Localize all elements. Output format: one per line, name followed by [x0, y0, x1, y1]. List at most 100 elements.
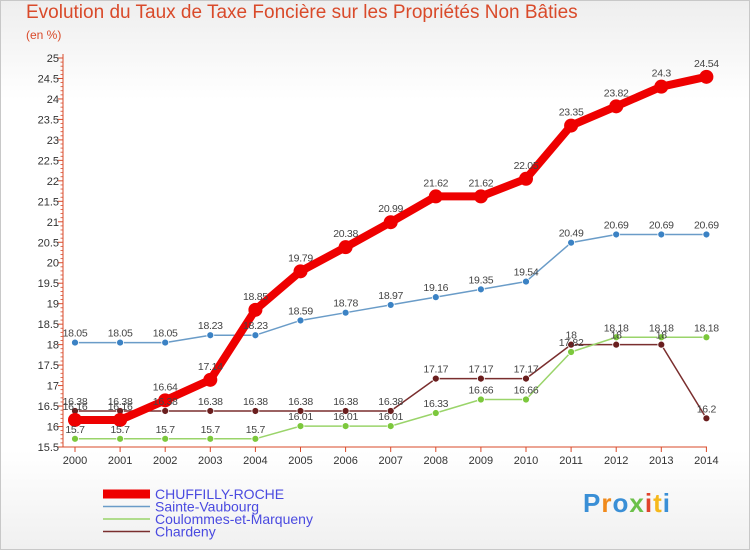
legend-item: Chardeny [103, 524, 216, 540]
data-point [702, 230, 711, 239]
logo-letter: i [644, 488, 654, 518]
data-point [386, 301, 395, 309]
data-label: 18.85 [243, 291, 268, 303]
data-point [296, 407, 305, 415]
data-point [206, 434, 215, 443]
legend-item: Sainte-Vaubourg [103, 499, 259, 515]
data-point [296, 422, 305, 431]
data-label: 23.82 [604, 87, 629, 99]
data-label: 16.64 [153, 381, 178, 393]
data-point [341, 422, 350, 431]
data-point [702, 333, 711, 342]
data-point [431, 409, 440, 417]
data-label: 20.38 [333, 228, 358, 240]
data-label: 16.38 [333, 396, 358, 408]
data-point [203, 372, 218, 387]
data-label: 19.79 [288, 252, 313, 264]
point-labels-layer: 16.16 16.16 16.64 17.14 18.85 19.79 20.38 20.99… [63, 58, 720, 436]
data-label: 20.69 [694, 219, 719, 231]
x-tick-label: 2008 [424, 455, 448, 467]
data-label: 18.78 [333, 298, 358, 310]
legend-label: Sainte-Vaubourg [155, 499, 259, 515]
data-point [428, 189, 443, 204]
data-point [473, 189, 488, 204]
series-line [71, 72, 711, 424]
y-tick-label: 19 [47, 299, 59, 311]
data-label: 16.38 [378, 396, 403, 408]
y-tick-label: 20 [47, 258, 59, 270]
y-tick-label: 15.5 [38, 442, 59, 454]
y-tick-label: 17 [47, 381, 59, 393]
data-label: 18.05 [108, 328, 133, 340]
data-label: 20.99 [378, 203, 403, 215]
data-label: 17.17 [469, 364, 494, 376]
data-point [476, 374, 485, 383]
data-label: 16.01 [288, 411, 313, 423]
data-label: 16.66 [514, 385, 539, 397]
data-point [657, 230, 666, 239]
data-point [386, 422, 395, 431]
data-label: 20.69 [649, 219, 674, 231]
data-label: 18 [656, 330, 668, 342]
data-point [251, 434, 260, 443]
data-point [654, 79, 669, 94]
data-label: 20.69 [604, 219, 629, 231]
y-tick-label: 25 [47, 53, 59, 65]
data-label: 16.66 [469, 385, 494, 397]
data-label: 15.7 [246, 424, 266, 436]
data-label: 19.35 [469, 274, 494, 286]
data-point [612, 340, 621, 349]
proxiti-logo: Proxiti [583, 488, 671, 519]
data-label: 15.7 [65, 424, 85, 436]
data-point [158, 393, 173, 408]
data-point [206, 407, 215, 415]
data-label: 22.05 [514, 160, 539, 172]
y-tick-label: 18 [47, 340, 59, 352]
data-label: 21.62 [423, 177, 448, 189]
legend-label: Chardeny [155, 524, 216, 540]
legend-item: CHUFFILLY-ROCHE [103, 486, 284, 502]
data-label: 21.62 [469, 177, 494, 189]
data-label: 17.17 [423, 364, 448, 376]
data-point [116, 434, 124, 443]
data-label: 16.33 [423, 398, 448, 410]
data-label: 16.01 [378, 411, 403, 423]
legend-item: Coulommes-et-Marqueny [103, 511, 313, 527]
y-tick-label: 23.5 [38, 114, 59, 126]
data-point [612, 230, 621, 239]
data-label: 18.23 [243, 320, 268, 332]
logo-letter: r [601, 488, 613, 518]
x-tick-label: 2013 [649, 455, 673, 467]
data-label: 23.35 [559, 107, 584, 119]
x-tick-label: 2011 [559, 455, 583, 467]
data-point [71, 338, 79, 347]
data-point [161, 407, 170, 415]
data-point [564, 118, 579, 133]
data-point [206, 331, 215, 340]
data-point [251, 407, 260, 415]
y-tick-label: 16.5 [38, 401, 59, 413]
data-point [161, 434, 170, 443]
data-point [476, 285, 485, 294]
data-label: 16.38 [63, 396, 88, 408]
data-point [567, 348, 575, 356]
data-point [113, 412, 128, 427]
data-point [71, 434, 79, 443]
y-tick-label: 18.5 [38, 319, 59, 331]
chart-axes: 15.5 16 16.5 17 17.5 18 18.5 19 19.5 20 20.5 21 21.5… [38, 53, 719, 467]
data-label: 16.2 [697, 403, 717, 415]
x-tick-label: 2009 [469, 455, 493, 467]
data-point [431, 293, 440, 302]
data-point [476, 395, 485, 404]
series-sainte-vaubourg [71, 230, 711, 347]
data-label: 16.16 [108, 401, 133, 413]
data-label: 18.05 [153, 328, 178, 340]
logo-letter: t [653, 488, 663, 518]
x-tick-label: 2000 [63, 455, 87, 467]
chart-subtitle: (en %) [26, 28, 62, 42]
series-chardeny [71, 340, 711, 423]
y-tick-label: 23 [47, 135, 59, 147]
data-point [296, 316, 305, 325]
data-point [702, 414, 711, 423]
